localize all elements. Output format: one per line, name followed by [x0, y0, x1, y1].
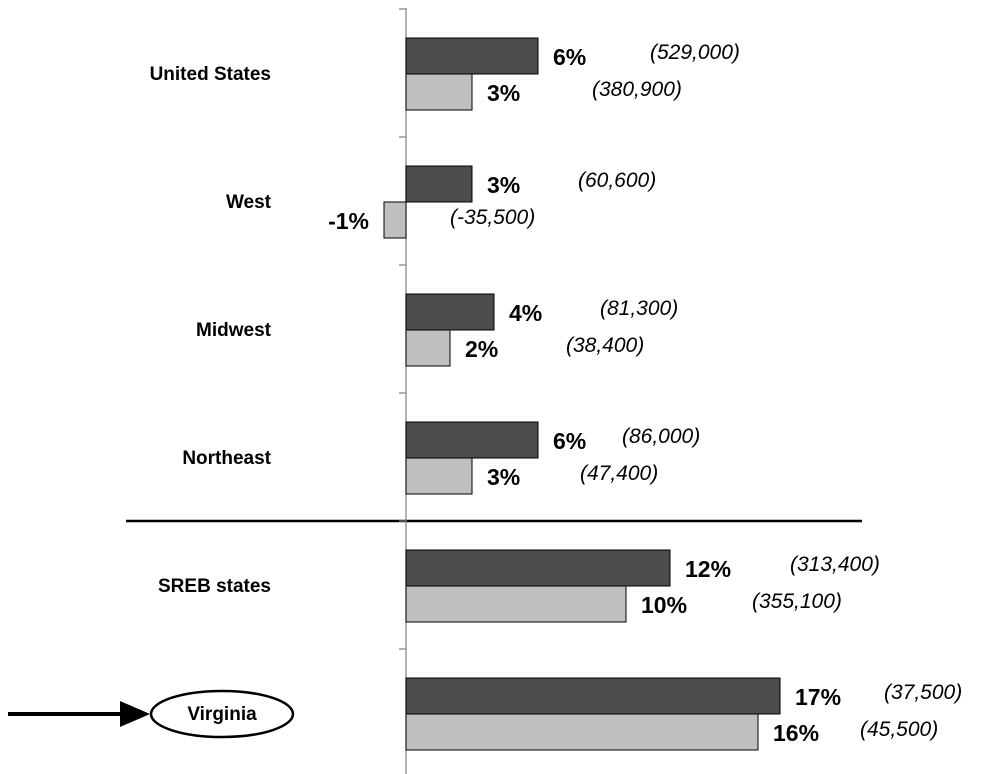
- bar-series-1: [405, 677, 781, 715]
- count-label-series-2: (380,900): [592, 78, 682, 101]
- data-label-series-2: 3%: [487, 80, 520, 106]
- highlight-ellipse: [149, 689, 295, 739]
- category-label: SREB states: [158, 576, 271, 597]
- bar-series-2: [405, 73, 473, 111]
- highlight-arrow-icon: [120, 701, 150, 727]
- data-label-series-2: 16%: [773, 720, 819, 746]
- data-label-series-1: 4%: [509, 300, 542, 326]
- count-label-series-1: (313,400): [790, 553, 880, 576]
- count-label-series-1: (37,500): [884, 681, 962, 704]
- count-label-series-2: (47,400): [580, 462, 658, 485]
- category-label: Virginia: [187, 704, 257, 725]
- data-label-series-1: 12%: [685, 556, 731, 582]
- category-label: Midwest: [196, 320, 272, 341]
- data-label-series-1: 6%: [553, 44, 586, 70]
- bar-series-1: [405, 165, 473, 203]
- bar-series-2: [383, 201, 407, 239]
- bar-series-1: [405, 37, 539, 75]
- category-label: United States: [150, 64, 271, 85]
- bar-series-2: [405, 329, 451, 367]
- data-label-series-2: -1%: [328, 208, 369, 234]
- category-label: Northeast: [182, 448, 271, 469]
- count-label-series-1: (60,600): [578, 169, 656, 192]
- count-label-series-1: (81,300): [600, 297, 678, 320]
- bar-series-2: [405, 457, 473, 495]
- count-label-series-2: (38,400): [566, 334, 644, 357]
- bar-series-2: [405, 585, 627, 623]
- bar-series-1: [405, 549, 671, 587]
- count-label-series-1: (529,000): [650, 41, 740, 64]
- data-label-series-1: 17%: [795, 684, 841, 710]
- data-label-series-1: 6%: [553, 428, 586, 454]
- data-label-series-2: 2%: [465, 336, 498, 362]
- bar-series-2: [405, 713, 759, 751]
- data-label-series-2: 10%: [641, 592, 687, 618]
- data-label-series-2: 3%: [487, 464, 520, 490]
- data-label-series-1: 3%: [487, 172, 520, 198]
- count-label-series-2: (-35,500): [450, 206, 535, 229]
- category-label: West: [226, 192, 272, 213]
- bar-series-1: [405, 421, 539, 459]
- count-label-series-1: (86,000): [622, 425, 700, 448]
- count-label-series-2: (355,100): [752, 590, 842, 613]
- bar-series-1: [405, 293, 495, 331]
- count-label-series-2: (45,500): [860, 718, 938, 741]
